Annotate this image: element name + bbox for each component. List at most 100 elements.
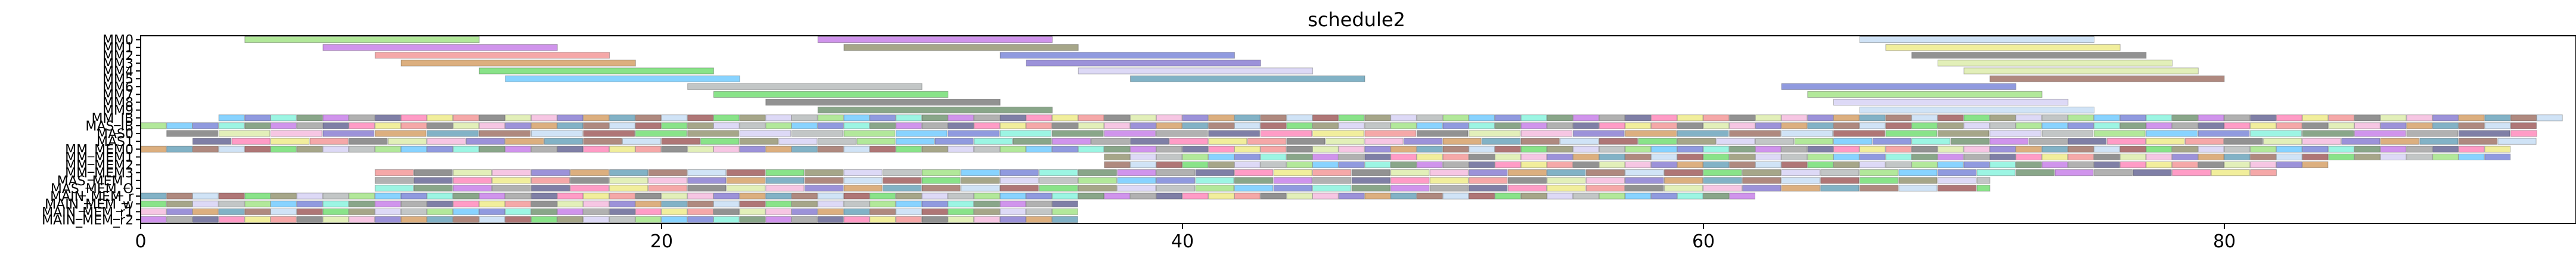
bar-mm-ib-43 [1338, 114, 1365, 122]
bar-mm-mem0-15 [531, 145, 557, 153]
bar-mm6-1 [1781, 83, 2016, 90]
bar-main-mem-r-49 [1416, 192, 1443, 200]
bar-mas-ib-42 [1234, 122, 1261, 129]
bar-mm-mem1-18 [1573, 153, 1599, 160]
bar-mas1-9 [544, 138, 584, 145]
bar-mm-ib-10 [479, 114, 505, 122]
bar-mas0-26 [1520, 130, 1573, 137]
bar-main-mem-r-20 [661, 192, 688, 200]
bar-mas-mem-o-14 [921, 185, 961, 192]
bar-mas-ib-31 [948, 122, 974, 129]
bar-mas-ib-87 [2406, 122, 2433, 129]
bar-mas1-30 [1364, 138, 1404, 145]
bar-mas0-27 [1573, 130, 1625, 137]
bar-mm-mem0-61 [1729, 145, 1755, 153]
bar-mas1-17 [856, 138, 896, 145]
bar-mm4-0 [479, 67, 714, 74]
bar-mas-mem-i-37 [1820, 177, 1860, 184]
bar-main-mem-w-18 [609, 200, 635, 207]
bar-mas-mem-i-11 [804, 177, 844, 184]
bar-mas1-3 [309, 138, 349, 145]
bar-mm-ib-17 [661, 114, 688, 122]
bar-mas-mem-i-16 [1000, 177, 1039, 184]
bar-main-mem-r-43 [1260, 192, 1287, 200]
bar-mm-mem1-21 [1651, 153, 1677, 160]
bar-mm-mem3-19 [1117, 169, 1156, 176]
bar-mas-ib-44 [1286, 122, 1313, 129]
bar-mas0-36 [2041, 130, 2094, 137]
bar-mas-mem-i-23 [1273, 177, 1312, 184]
bar-mm-ib-35 [1130, 114, 1156, 122]
bar-mm-mem3-15 [961, 169, 1000, 176]
bar-mas1-11 [622, 138, 662, 145]
bar-main-mem-r1-30 [921, 208, 948, 215]
bar-mm-mem0-4 [244, 145, 271, 153]
bar-mas-mem-i-38 [1859, 177, 1898, 184]
bar-mm-mem3-24 [1312, 169, 1352, 176]
bar-mas-mem-i-15 [961, 177, 1000, 184]
bar-mm-mem3-36 [1781, 169, 1820, 176]
bar-mm8-0 [765, 98, 1001, 106]
bar-mm-mem2-21 [1651, 161, 1677, 169]
bar-mm-ib-6 [374, 114, 401, 122]
bar-mm-mem1-49 [2380, 153, 2407, 160]
bar-mas0-32 [1833, 130, 1885, 137]
bar-mas-ib-28 [870, 122, 896, 129]
bar-main-mem-r2-1 [166, 216, 193, 223]
bar-mas0-22 [1312, 130, 1364, 137]
bar-mas-ib-17 [583, 122, 610, 129]
bar-mas1-15 [778, 138, 818, 145]
bar-main-mem-r-26 [817, 192, 844, 200]
bar-mm-mem0-87 [2406, 145, 2433, 153]
bar-main-mem-r2-10 [401, 216, 427, 223]
bar-mm-mem3-39 [1898, 169, 1938, 176]
bar-mas-mem-i-36 [1781, 177, 1820, 184]
bar-main-mem-w-6 [296, 200, 323, 207]
bar-main-mem-r1-25 [792, 208, 818, 215]
bar-mas0-24 [1416, 130, 1469, 137]
bar-mas1-4 [349, 138, 388, 145]
bar-mm-ib-11 [505, 114, 532, 122]
bar-mm-mem2-5 [1234, 161, 1261, 169]
bar-mm-mem0-79 [2198, 145, 2224, 153]
bar-main-mem-r-27 [843, 192, 870, 200]
bar-mas0-17 [1052, 130, 1104, 137]
bar-main-mem-r-31 [948, 192, 974, 200]
bar-main-mem-w-24 [765, 200, 792, 207]
bar-main-mem-r2-27 [843, 216, 870, 223]
bar-mm-mem2-45 [2276, 161, 2302, 169]
bar-mas-ib-27 [843, 122, 870, 129]
bar-mas-ib-61 [1729, 122, 1755, 129]
bar-main-mem-w-2 [192, 200, 219, 207]
bar-mm-mem0-13 [479, 145, 505, 153]
y-tick-label: MM8 [103, 96, 134, 111]
bar-main-mem-r-51 [1469, 192, 1495, 200]
bar-mas0-41 [2302, 130, 2354, 137]
bar-mm-ib-31 [1026, 114, 1053, 122]
bar-mm-mem0-46 [1338, 145, 1365, 153]
bar-mas1-18 [895, 138, 935, 145]
bar-mm-mem2-0 [1104, 161, 1131, 169]
x-axis: 0 20 40 60 80 [135, 223, 2236, 252]
bar-mm-mem1-41 [2172, 153, 2198, 160]
bar-mm-ib-53 [1599, 114, 1625, 122]
bar-mas-ib-15 [531, 122, 557, 129]
bar-main-mem-r-5 [271, 192, 297, 200]
bar-mm-mem2-11 [1391, 161, 1417, 169]
bar-mas-mem-o-32 [1625, 185, 1664, 192]
bar-mas-mem-o-36 [1781, 185, 1820, 192]
bar-mm-mem0-9 [374, 145, 401, 153]
bar-mm-ib-68 [1990, 114, 2016, 122]
bar-main-mem-r1-28 [870, 208, 896, 215]
bar-mas-mem-o-27 [1429, 185, 1469, 192]
bar-mm-mem1-46 [2302, 153, 2329, 160]
bar-mm-mem1-24 [1729, 153, 1755, 160]
bar-mas-mem-o-2 [452, 185, 492, 192]
bar-main-mem-r-6 [296, 192, 323, 200]
bar-mas-mem-o-41 [1976, 185, 1991, 192]
bar-mm-mem2-46 [2302, 161, 2329, 169]
bar-main-mem-r-29 [895, 192, 922, 200]
bar-mas1-56 [2380, 138, 2419, 145]
bar-mm-ib-12 [531, 114, 557, 122]
